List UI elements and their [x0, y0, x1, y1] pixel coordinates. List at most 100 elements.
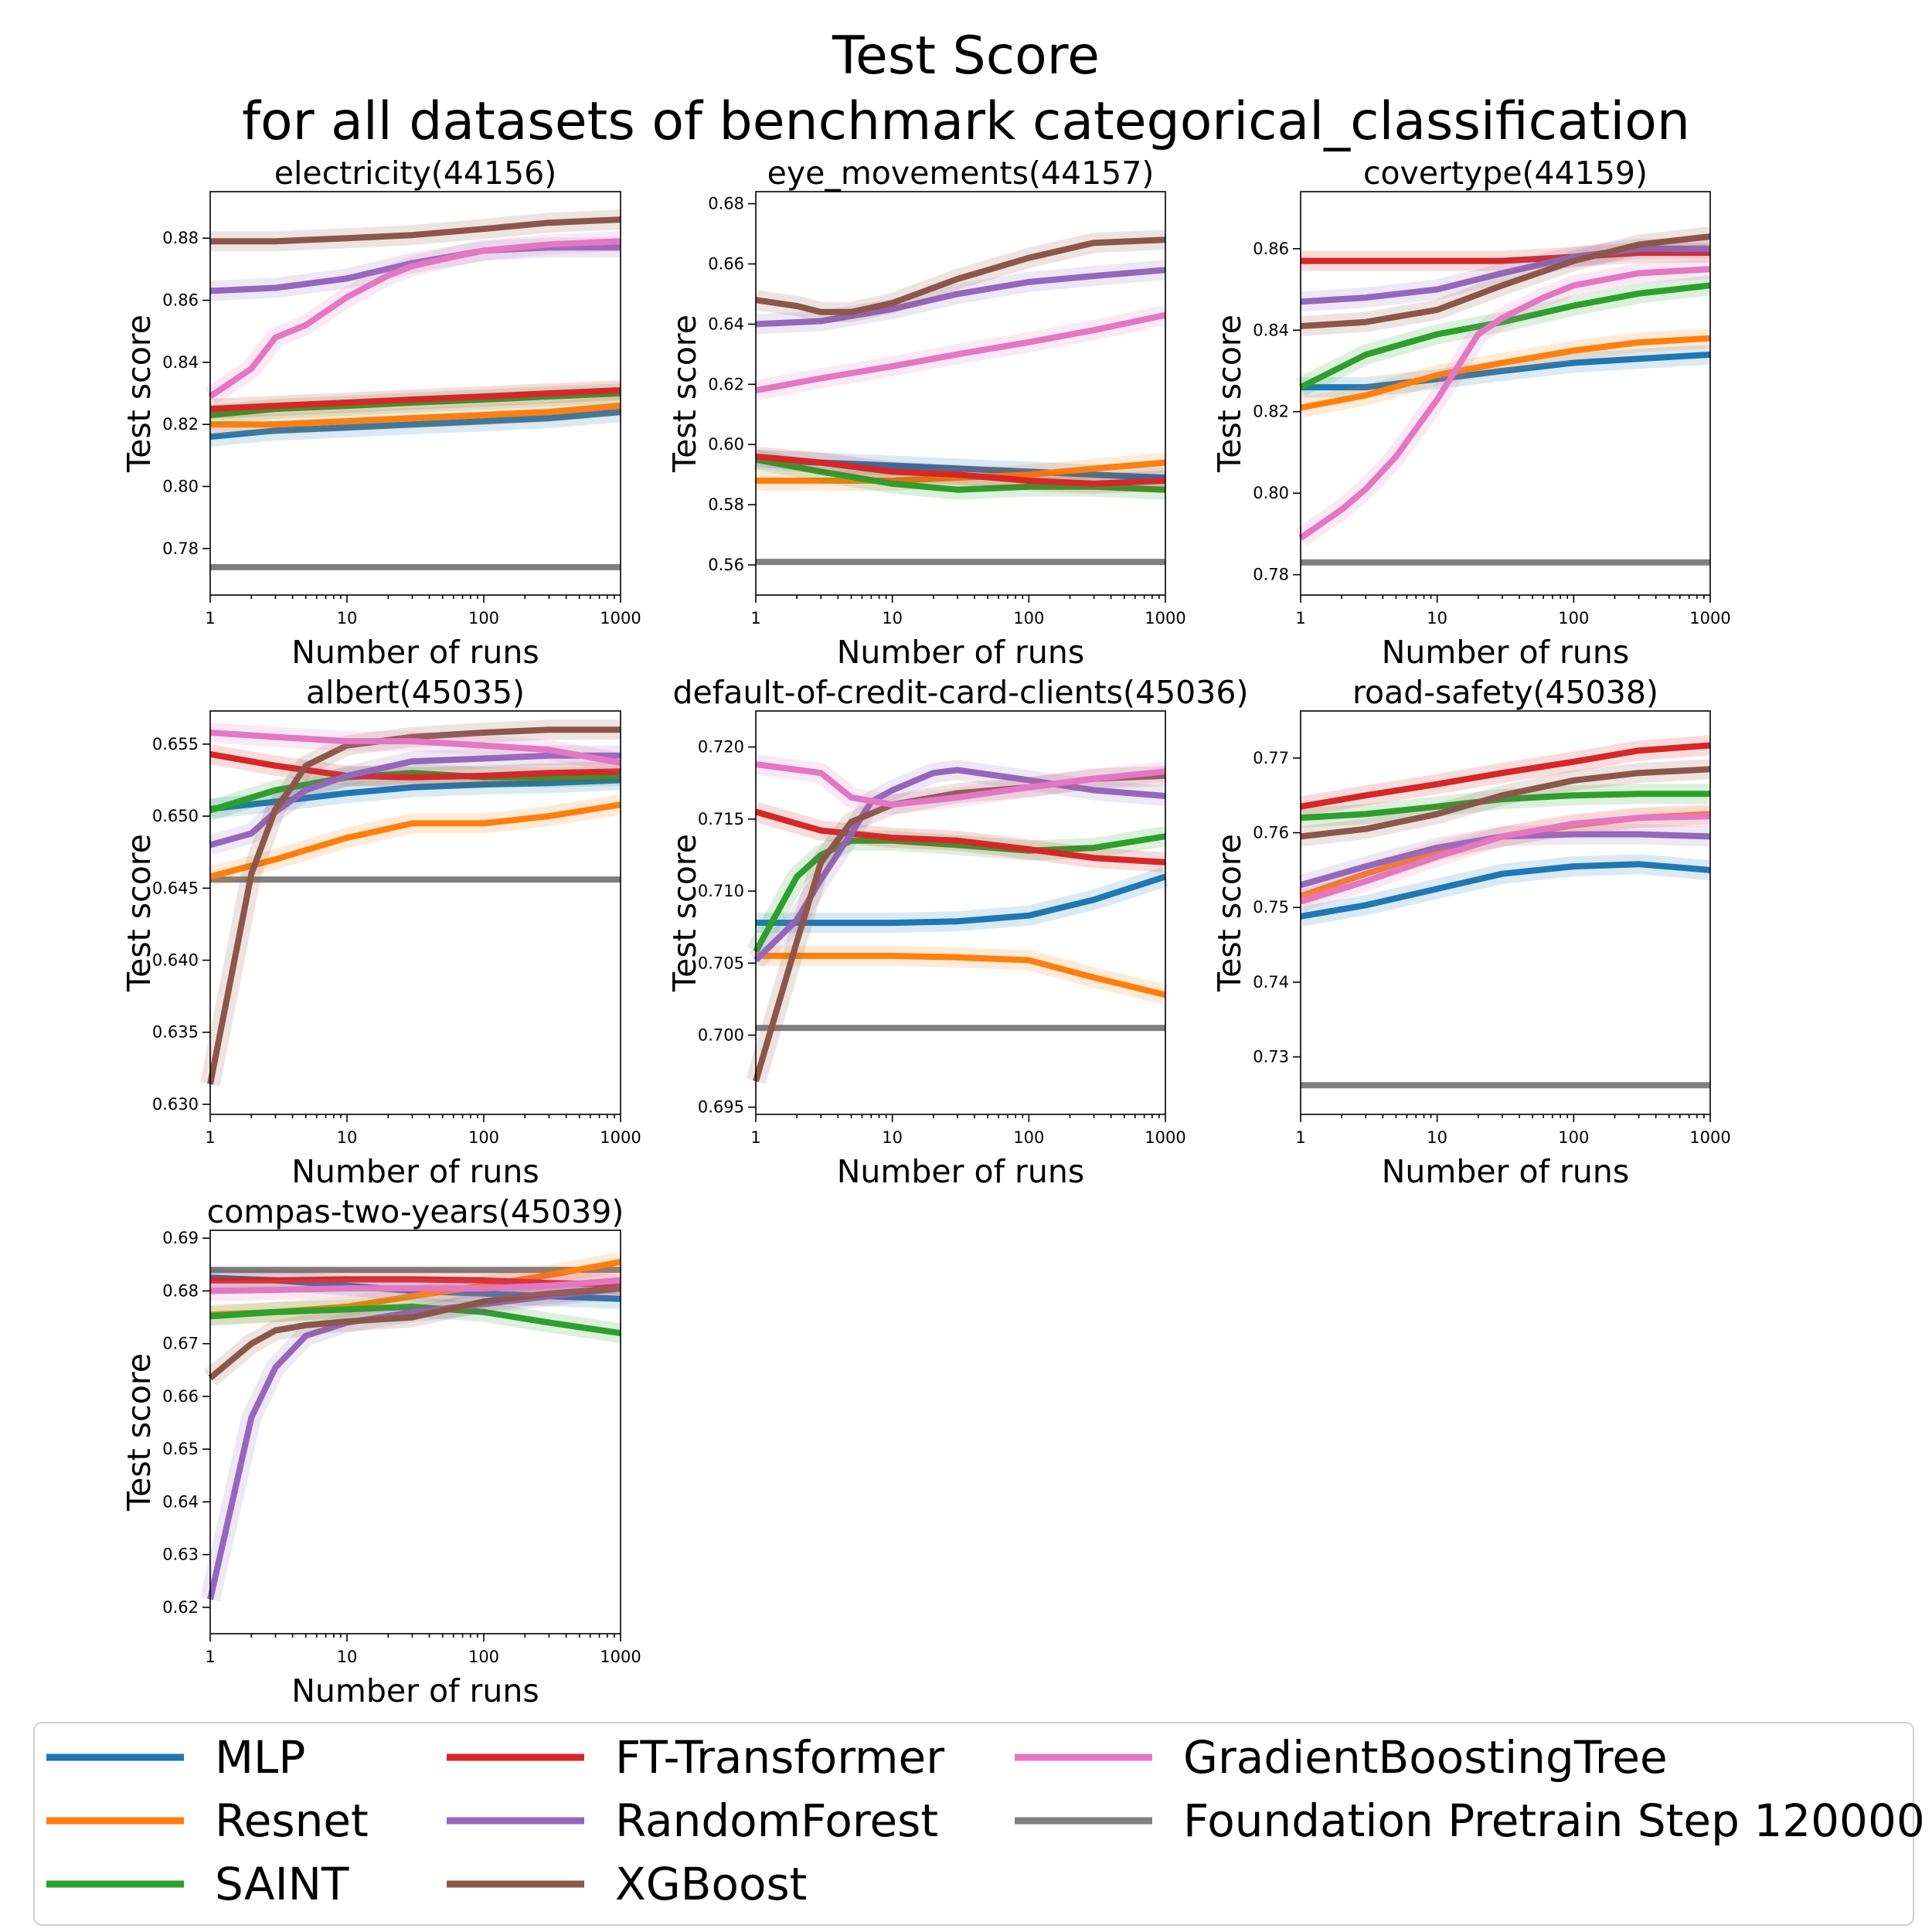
y-tick-label: 0.82 [162, 415, 199, 434]
x-tick-label: 1000 [600, 1128, 641, 1147]
series-line [209, 409, 621, 440]
x-tick-label: 1 [1295, 1128, 1305, 1147]
legend-label: FT-Transformer [615, 1731, 944, 1784]
y-tick-label: 0.86 [1253, 240, 1289, 258]
legend-label: XGBoost [615, 1858, 807, 1910]
y-axis-label: Test score [121, 1353, 158, 1512]
y-tick-label: 0.84 [162, 353, 199, 372]
x-tick-label: 1000 [1689, 1128, 1730, 1147]
x-axis-label: Number of runs [291, 634, 539, 671]
x-axis-label: Number of runs [291, 1672, 539, 1709]
y-tick-label: 0.695 [698, 1098, 744, 1117]
x-tick-label: 1 [205, 609, 215, 628]
y-tick-label: 0.640 [152, 951, 199, 970]
series-line [209, 770, 621, 814]
series-line [755, 236, 1166, 315]
subplot-grid: 1 10 100 1000 0.78 0.80 0.82 0.84 0.86 0.88 electr… [121, 155, 1731, 1709]
series-line [209, 750, 621, 781]
y-tick-label: 0.80 [1253, 484, 1289, 502]
y-tick-label: 0.86 [162, 291, 199, 310]
y-tick-label: 0.56 [708, 556, 744, 574]
x-tick-label: 1000 [600, 609, 641, 628]
series-line [1299, 282, 1711, 390]
x-axis-label: Number of runs [1382, 634, 1629, 671]
series-line [210, 403, 621, 428]
x-tick-label: 1000 [1145, 609, 1185, 628]
subplot-title: road-safety(45038) [1352, 674, 1658, 711]
y-tick-label: 0.75 [1253, 898, 1289, 917]
y-tick-label: 0.80 [162, 477, 199, 495]
y-tick-label: 0.700 [698, 1026, 744, 1044]
x-tick-label: 100 [468, 609, 499, 628]
y-tick-label: 0.69 [162, 1229, 199, 1247]
legend-label: Foundation Pretrain Step 120000 [1183, 1794, 1925, 1847]
y-tick-label: 0.645 [152, 879, 199, 897]
x-tick-label: 100 [468, 1648, 499, 1666]
legend-label: GradientBoostingTree [1183, 1731, 1668, 1784]
series-line [756, 952, 1166, 998]
y-tick-label: 0.64 [708, 315, 744, 333]
x-tick-label: 10 [337, 1648, 358, 1666]
subplot-title: electricity(44156) [274, 155, 556, 192]
series-line [209, 752, 621, 849]
x-tick-label: 1 [205, 1128, 215, 1147]
series-band [756, 945, 1168, 1005]
y-tick-label: 0.76 [1253, 824, 1289, 842]
subplot-4: 1 10 100 1000 0.630 0.635 0.640 0.645 0.650 0.655… [121, 674, 641, 1190]
y-tick-label: 0.68 [162, 1281, 199, 1300]
series-line [1301, 250, 1710, 264]
series-line [209, 1277, 621, 1294]
y-tick-label: 0.64 [162, 1492, 199, 1511]
x-tick-label: 10 [337, 1128, 358, 1147]
series-line [208, 1285, 621, 1381]
y-tick-label: 0.67 [162, 1335, 199, 1353]
legend-label: MLP [215, 1731, 305, 1784]
series-line [208, 238, 621, 400]
series-line [755, 311, 1166, 394]
series-line [1300, 245, 1710, 305]
y-tick-label: 0.62 [708, 375, 744, 393]
y-tick-label: 0.78 [1253, 566, 1289, 584]
y-axis-label: Test score [121, 834, 158, 992]
legend: MLP Resnet SAINT FT-Transformer RandomForest… [33, 1722, 1925, 1926]
legend-frame [33, 1722, 1914, 1926]
y-axis-label: Test score [121, 315, 158, 473]
series-line [1300, 742, 1711, 810]
series-line [1300, 861, 1711, 920]
y-tick-label: 0.630 [152, 1095, 199, 1114]
y-axis-label: Test score [1211, 315, 1248, 473]
series-line [1300, 335, 1711, 411]
y-tick-label: 0.74 [1253, 973, 1289, 992]
subplot-2: 1 10 100 1000 0.56 0.58 0.60 0.62 0.64 0.66 0.68 ey… [666, 155, 1186, 671]
series-line [207, 726, 621, 1085]
x-tick-label: 1 [750, 1128, 760, 1147]
subplot-1: 1 10 100 1000 0.78 0.80 0.82 0.84 0.86 0.88 electr… [121, 155, 641, 671]
subplot-3: 1 10 100 1000 0.78 0.80 0.82 0.84 0.86 covertype(… [1211, 155, 1731, 671]
y-tick-label: 0.66 [162, 1387, 199, 1406]
axes-frame [755, 191, 1166, 596]
x-axis-label: Number of runs [837, 634, 1084, 671]
figure-title-line2: for all datasets of benchmark categorica… [242, 91, 1690, 152]
figure-title-line1: Test Score [832, 26, 1100, 87]
y-tick-label: 0.68 [708, 195, 744, 213]
y-tick-label: 0.78 [162, 539, 199, 558]
y-tick-label: 0.63 [162, 1546, 199, 1564]
series-line [209, 387, 621, 413]
axes-frame [1300, 710, 1711, 1115]
series-line [209, 730, 621, 767]
series-line [209, 1303, 621, 1337]
subplot-title: eye_movements(44157) [767, 155, 1155, 192]
subplot-6: 1 10 100 1000 0.73 0.74 0.75 0.76 0.77 road-safet… [1211, 674, 1731, 1190]
subplot-5: 1 10 100 1000 0.695 0.700 0.705 0.710 0.715 0.720… [666, 674, 1248, 1190]
series-line [1300, 791, 1710, 821]
x-tick-label: 1 [750, 609, 760, 628]
series-line [1299, 813, 1711, 905]
series-line [754, 808, 1166, 866]
y-tick-label: 0.58 [708, 495, 744, 514]
subplot-title: covertype(44159) [1363, 155, 1648, 192]
x-tick-label: 10 [1427, 1128, 1447, 1147]
series-line [755, 267, 1166, 328]
y-axis-label: Test score [666, 315, 703, 473]
subplot-title: compas-two-years(45039) [207, 1193, 624, 1230]
